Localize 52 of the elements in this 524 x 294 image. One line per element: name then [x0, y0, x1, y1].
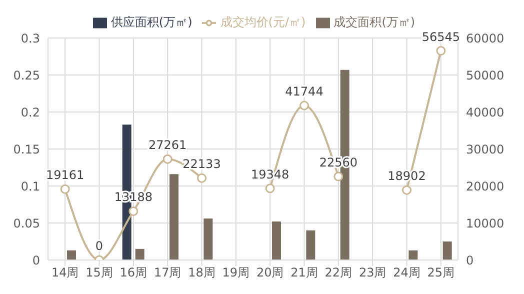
point [60, 184, 70, 194]
data-label: 41744 [285, 84, 324, 99]
data-label: 0 [95, 239, 104, 253]
x-tick-label: 14周 [51, 266, 79, 280]
point [402, 185, 412, 195]
point [300, 100, 309, 110]
point [162, 154, 172, 164]
y2-tick-label: 30000 [466, 142, 504, 156]
point [197, 173, 206, 183]
x-tick-label: 16周 [120, 266, 148, 280]
bar [170, 174, 178, 260]
bar [67, 250, 76, 260]
y2-tick-label: 40000 [466, 105, 504, 120]
y-tick-label: 0.2 [20, 105, 40, 120]
point [436, 46, 446, 56]
point [265, 184, 275, 194]
y2-tick-label: 20000 [466, 179, 504, 194]
bar [306, 230, 316, 260]
data-label: 56545 [422, 30, 460, 44]
y-tick-label: 0.05 [13, 216, 40, 230]
x-tick-label: 22周 [324, 266, 352, 280]
legend-label: 成交均价(元/㎡) [220, 15, 306, 29]
x-tick-label: 15周 [86, 266, 113, 280]
x-tick-label: 25周 [427, 266, 455, 280]
y-tick-label: 0 [32, 253, 40, 268]
bar [272, 222, 281, 260]
x-tick-label: 21周 [290, 266, 318, 280]
x-tick-label: 19周 [222, 266, 250, 280]
y2-tick-label: 0 [466, 253, 474, 268]
y2-tick-label: 50000 [466, 68, 504, 82]
data-label: 19161 [46, 168, 84, 182]
x-tick-label: 17周 [154, 266, 182, 280]
x-tick-label: 24周 [393, 266, 420, 280]
data-label: 22133 [182, 157, 221, 172]
point [334, 172, 344, 182]
x-tick-label: 20周 [256, 266, 284, 280]
x-tick-label: 18周 [188, 266, 216, 280]
legend-label: 成交面积(万㎡) [334, 15, 416, 29]
bar [135, 248, 144, 260]
data-label: 27261 [148, 138, 187, 152]
y-tick-label: 0.15 [13, 142, 40, 156]
bar [204, 218, 213, 260]
bar [408, 250, 418, 260]
y-tick-label: 0.25 [13, 68, 40, 82]
bar [442, 242, 452, 260]
y-tick-label: 0.1 [20, 179, 40, 194]
y2-tick-label: 60000 [466, 31, 504, 46]
x-tick-label: 23周 [358, 266, 386, 280]
y2-tick-label: 10000 [466, 216, 504, 230]
legend-label: 供应面积(万㎡) [110, 15, 192, 29]
y-tick-label: 0.3 [20, 31, 40, 46]
point [128, 206, 138, 216]
